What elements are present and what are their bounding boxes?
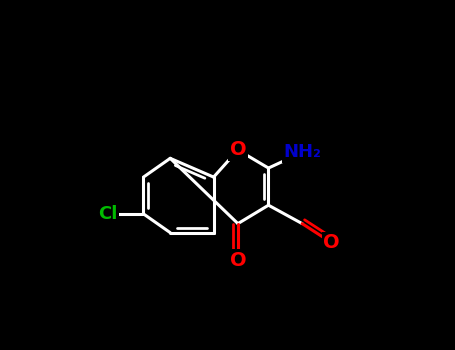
Text: O: O — [230, 140, 246, 160]
Text: O: O — [230, 251, 246, 270]
Text: Cl: Cl — [98, 205, 117, 223]
Text: NH₂: NH₂ — [283, 144, 321, 161]
Text: O: O — [324, 233, 340, 252]
